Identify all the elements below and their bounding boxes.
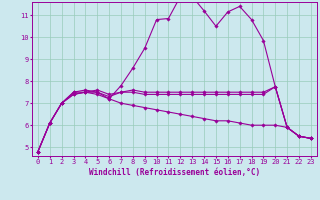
X-axis label: Windchill (Refroidissement éolien,°C): Windchill (Refroidissement éolien,°C) bbox=[89, 168, 260, 177]
